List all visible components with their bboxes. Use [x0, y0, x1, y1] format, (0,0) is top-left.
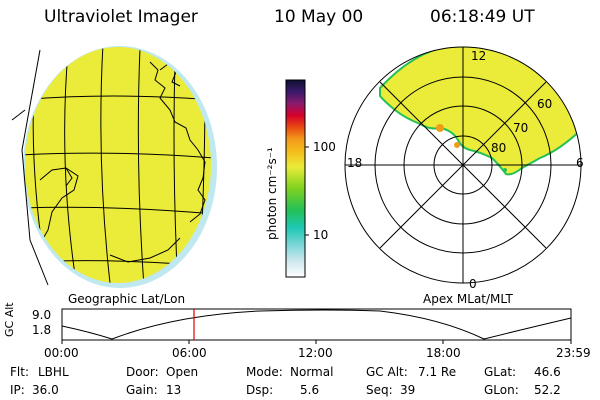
glon-label: GLon:: [484, 383, 519, 397]
time-tick-1200: 12:00: [298, 346, 333, 360]
polar-grid: [344, 46, 582, 284]
mlat-label-80: 80: [491, 141, 507, 155]
colorbar: [285, 79, 309, 278]
altitude-frame: [61, 308, 572, 341]
polar-image: [344, 46, 582, 284]
mode-value: Normal: [290, 365, 334, 379]
seq-value: 39: [400, 383, 416, 397]
dsp-value: 5.6: [300, 383, 320, 397]
glon-value: 52.2: [534, 383, 561, 397]
ip-label: IP:: [10, 383, 25, 397]
mlt-label-0: 0: [469, 277, 477, 291]
apex-caption: Apex MLat/MLT: [423, 292, 513, 306]
mode-label: Mode:: [246, 365, 283, 379]
glat-label: GLat:: [484, 365, 517, 379]
door-label: Door:: [126, 365, 159, 379]
mlat-label-70: 70: [513, 121, 529, 135]
gc-alt-axis-label: GC Alt: [3, 302, 16, 337]
time-tick-2359: 23:59: [556, 346, 591, 360]
date-label: 10 May 00: [274, 7, 364, 27]
colorbar-unit-label: photon cm⁻²s⁻¹: [265, 147, 279, 240]
altitude-plot: [61, 308, 572, 344]
time-ticks: [61, 340, 572, 344]
emission-disk: [25, 47, 211, 283]
colorbar-gradient: [285, 79, 306, 278]
mlt-label-6: 6: [576, 156, 584, 170]
mlt-label-12: 12: [471, 49, 487, 63]
gain-label: Gain:: [126, 383, 158, 397]
gcalt-label: GC Alt:: [366, 365, 408, 379]
ip-value: 36.0: [32, 383, 59, 397]
geographic-image: [11, 46, 217, 288]
time-tick-0000: 00:00: [44, 346, 79, 360]
seq-label: Seq:: [366, 383, 393, 397]
colorbar-label-100: 100: [313, 140, 336, 154]
mlt-label-18: 18: [347, 156, 363, 170]
instrument-title: Ultraviolet Imager: [44, 7, 198, 27]
door-value: Open: [166, 365, 199, 379]
time-tick-1800: 18:00: [426, 346, 461, 360]
glat-value: 46.6: [534, 365, 561, 379]
gain-value: 13: [166, 383, 182, 397]
alt-tick-1-8: 1.8: [32, 323, 52, 337]
flt-label: Flt:: [10, 365, 29, 379]
time-tick-0600: 06:00: [172, 346, 207, 360]
gcalt-value: 7.1 Re: [418, 365, 457, 379]
mlat-label-60: 60: [537, 97, 553, 111]
geographic-caption: Geographic Lat/Lon: [68, 292, 186, 306]
dsp-label: Dsp:: [246, 383, 274, 397]
colorbar-label-10: 10: [313, 228, 329, 242]
flt-value: LBHL: [38, 365, 69, 379]
alt-tick-9: 9.0: [32, 308, 52, 322]
outer-meridians: [11, 49, 49, 286]
time-label: 06:18:49 UT: [430, 7, 535, 27]
altitude-curve: [61, 309, 572, 340]
